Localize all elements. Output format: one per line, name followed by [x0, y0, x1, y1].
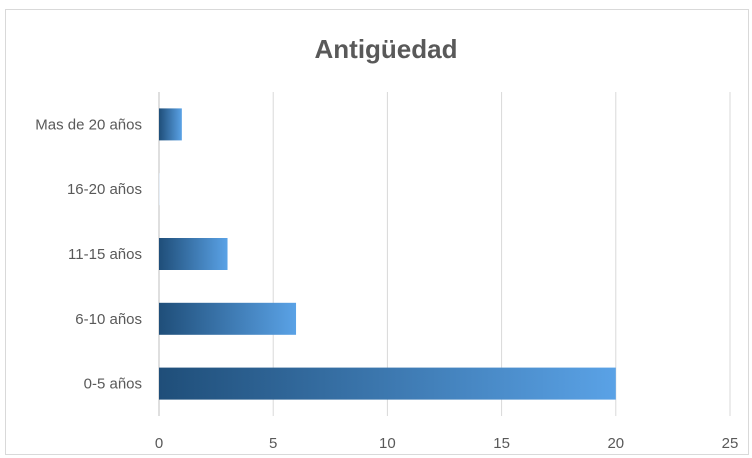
category-label: 0-5 años [84, 376, 142, 393]
bar [159, 367, 616, 400]
x-tick-label: 25 [722, 435, 739, 452]
category-labels: 0-5 años 6-10 años 11-15 años 16-20 años Mas… [35, 116, 142, 392]
x-tick-labels: 0 5 10 15 20 25 [155, 435, 739, 452]
x-tick-label: 5 [269, 435, 277, 452]
x-tick-label: 0 [155, 435, 163, 452]
bar [159, 173, 160, 206]
category-label: 11-15 años [68, 246, 142, 263]
chart-title: Antigüedad [315, 34, 458, 64]
bars [159, 108, 616, 400]
bar [159, 238, 228, 270]
category-label: 16-20 años [67, 181, 142, 198]
bar [159, 108, 182, 141]
category-label: 6-10 años [75, 311, 142, 328]
x-tick-label: 20 [607, 435, 624, 452]
category-label: Mas de 20 años [35, 116, 142, 133]
bar [159, 302, 297, 335]
gridlines [158, 92, 731, 416]
x-tick-label: 15 [493, 435, 510, 452]
x-tick-label: 10 [379, 435, 396, 452]
